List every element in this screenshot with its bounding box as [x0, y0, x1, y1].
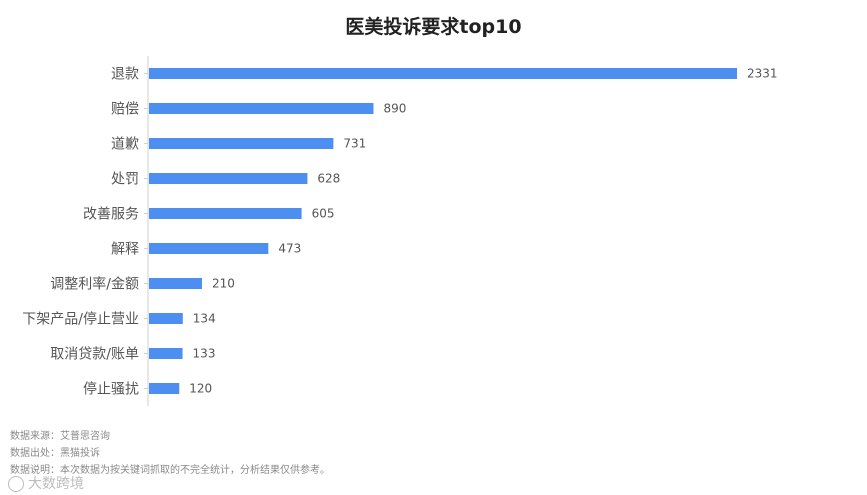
- bar: [149, 103, 374, 114]
- category-label: 调整利率/金额: [50, 276, 139, 293]
- category-label: 取消贷款/账单: [50, 347, 139, 363]
- category-label: 道歉: [111, 136, 139, 153]
- bar-chart: 退款 2331 赔偿 890 道歉 731 处罚 628 改善服务 605 解释 473 调整利率/金额…: [22, 56, 778, 406]
- value-label: 134: [193, 312, 216, 326]
- value-label: 133: [193, 347, 216, 361]
- value-label: 890: [384, 102, 407, 116]
- category-label: 赔偿: [111, 102, 139, 118]
- value-label: 605: [312, 207, 335, 221]
- category-label: 下架产品/停止营业: [22, 311, 139, 328]
- category-label: 停止骚扰: [83, 381, 139, 398]
- value-label: 628: [317, 172, 340, 186]
- bar: [149, 173, 308, 184]
- category-label: 处罚: [111, 172, 139, 188]
- watermark: 大数跨境: [8, 473, 84, 493]
- bar: [149, 243, 269, 254]
- value-label: 210: [212, 277, 235, 291]
- bar: [149, 313, 183, 324]
- bar: [149, 68, 737, 79]
- bar: [149, 208, 302, 219]
- note-origin: 数据出处：黑猫投诉: [10, 448, 100, 459]
- note-explanation: 数据说明：本次数据为按关键词抓取的不完全统计，分析结果仅供参考。: [10, 465, 330, 476]
- bar: [149, 383, 180, 394]
- value-label: 120: [189, 382, 212, 396]
- bar: [149, 348, 183, 359]
- value-label: 473: [278, 242, 301, 256]
- copyright-icon: [8, 476, 24, 492]
- chart-notes: 数据来源：艾普思咨询 数据出处：黑猫投诉 数据说明：本次数据为按关键词抓取的不完…: [10, 428, 330, 479]
- value-label: 2331: [747, 67, 778, 81]
- value-label: 731: [343, 137, 366, 151]
- bar: [149, 138, 334, 149]
- category-label: 改善服务: [83, 207, 139, 223]
- category-label: 解释: [111, 242, 139, 258]
- chart-title: 医美投诉要求top10: [345, 16, 522, 38]
- watermark-text: 大数跨境: [28, 476, 84, 492]
- bar: [149, 278, 202, 289]
- note-source: 数据来源：艾普思咨询: [10, 431, 110, 442]
- category-label: 退款: [111, 67, 139, 83]
